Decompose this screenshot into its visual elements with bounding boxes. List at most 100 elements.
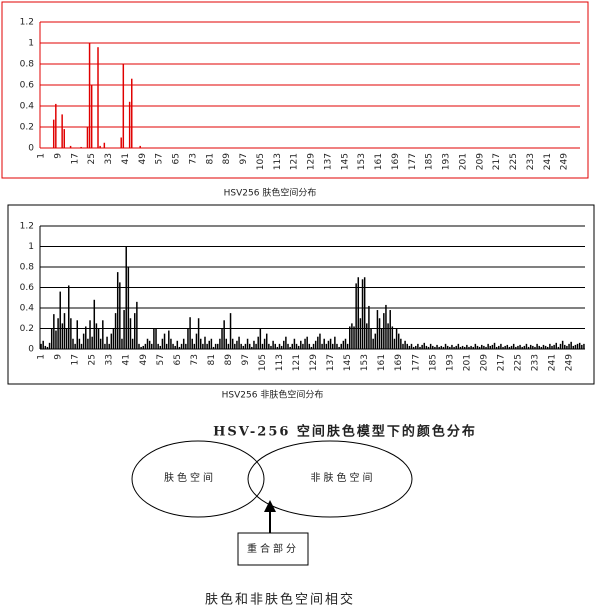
bar	[110, 333, 113, 349]
bar	[210, 338, 213, 349]
bar	[363, 277, 366, 349]
x-tick-label: 153	[357, 153, 367, 170]
x-tick-label: 137	[326, 354, 336, 371]
x-tick-label: 249	[560, 153, 570, 170]
bar	[42, 340, 44, 349]
bar	[208, 340, 210, 349]
bar	[536, 343, 538, 349]
bar	[291, 343, 294, 349]
bar	[583, 343, 585, 349]
bar	[112, 328, 115, 349]
bar	[406, 343, 408, 349]
bar	[88, 43, 91, 148]
bar	[572, 345, 575, 349]
bar	[295, 343, 298, 349]
bar	[421, 344, 423, 349]
bar	[408, 345, 411, 349]
bar	[551, 345, 553, 349]
bar	[325, 343, 328, 349]
bar	[336, 343, 338, 349]
x-tick-label: 25	[87, 153, 97, 164]
bar	[498, 345, 500, 349]
x-tick-label: 209	[479, 354, 489, 371]
x-tick-label: 217	[496, 354, 506, 371]
bar	[323, 338, 325, 349]
bar	[153, 328, 155, 349]
bar	[195, 333, 198, 349]
x-tick-label: 217	[492, 153, 502, 170]
x-tick-label: 233	[530, 354, 540, 371]
bar	[515, 346, 517, 349]
bar	[555, 342, 558, 349]
bar	[176, 340, 179, 349]
bar	[72, 338, 74, 349]
bar	[142, 345, 144, 349]
bar	[404, 340, 406, 349]
bar	[493, 342, 496, 349]
bar	[234, 343, 236, 349]
node-label: 非肤色空间	[311, 471, 376, 484]
bar	[521, 346, 523, 349]
bar	[321, 343, 323, 349]
bar	[146, 338, 149, 349]
bar	[80, 343, 83, 349]
x-tick-label: 89	[224, 354, 234, 366]
bar	[157, 343, 159, 349]
bar	[214, 343, 217, 349]
bar	[546, 346, 549, 349]
y-tick-label: 1.2	[20, 18, 34, 28]
bar	[410, 343, 413, 349]
x-tick-label: 241	[548, 354, 558, 371]
bar	[534, 346, 536, 349]
x-tick-label: 169	[394, 354, 404, 371]
bar	[285, 336, 287, 349]
bar	[459, 346, 462, 349]
bar	[340, 343, 342, 349]
bar	[219, 338, 221, 349]
bar	[87, 338, 89, 349]
x-tick-label: 121	[290, 153, 300, 170]
bar	[63, 129, 65, 148]
bar	[61, 114, 63, 148]
bar	[359, 318, 362, 349]
x-tick-label: 137	[323, 153, 333, 170]
bar	[387, 323, 389, 349]
x-tick-label: 73	[188, 153, 198, 164]
bar	[48, 342, 51, 349]
bar	[540, 346, 543, 349]
bar	[372, 338, 374, 349]
bar	[161, 338, 164, 349]
bar	[427, 346, 430, 349]
bar	[93, 299, 96, 349]
bar	[446, 345, 449, 349]
bar	[178, 346, 181, 349]
bar	[119, 282, 121, 349]
diagram-caption: 肤色和非肤色空间相交	[205, 592, 355, 608]
bar	[133, 313, 136, 349]
bar	[502, 346, 504, 349]
bar	[204, 336, 206, 349]
bar	[302, 343, 304, 349]
bar	[474, 343, 477, 349]
bar	[389, 310, 391, 349]
bar	[391, 326, 394, 349]
x-tick-label: 89	[222, 153, 232, 165]
bar	[89, 320, 91, 349]
bar	[342, 340, 345, 349]
bar	[185, 343, 187, 349]
bar	[470, 345, 472, 349]
x-tick-label: 81	[205, 153, 215, 164]
bar	[86, 127, 89, 148]
bar	[102, 320, 104, 349]
bar	[519, 344, 521, 349]
x-tick-label: 161	[374, 153, 384, 170]
bar	[187, 328, 189, 349]
x-tick-label: 177	[408, 153, 418, 170]
bar	[344, 338, 347, 349]
x-tick-label: 41	[121, 153, 131, 164]
x-tick-label: 129	[307, 153, 317, 170]
x-tick-label: 57	[156, 354, 166, 365]
bar	[263, 338, 266, 349]
bar	[108, 343, 110, 349]
y-tick-label: 0.2	[20, 324, 34, 334]
